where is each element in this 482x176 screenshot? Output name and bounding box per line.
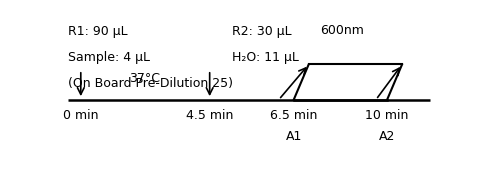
Text: 4.5 min: 4.5 min [186, 109, 233, 122]
Text: 0 min: 0 min [63, 109, 98, 122]
Text: 6.5 min: 6.5 min [270, 109, 318, 122]
Text: 10 min: 10 min [365, 109, 409, 122]
Text: R1: 90 μL: R1: 90 μL [67, 25, 127, 38]
Text: 37°C: 37°C [129, 72, 160, 85]
Text: 600nm: 600nm [321, 24, 364, 37]
Text: H₂O: 11 μL: H₂O: 11 μL [232, 51, 299, 64]
Text: (On Board Pre-Dilution 25): (On Board Pre-Dilution 25) [67, 77, 233, 90]
Text: A2: A2 [379, 130, 395, 143]
Text: R2: 30 μL: R2: 30 μL [232, 25, 292, 38]
Text: Sample: 4 μL: Sample: 4 μL [67, 51, 150, 64]
Text: A1: A1 [285, 130, 302, 143]
